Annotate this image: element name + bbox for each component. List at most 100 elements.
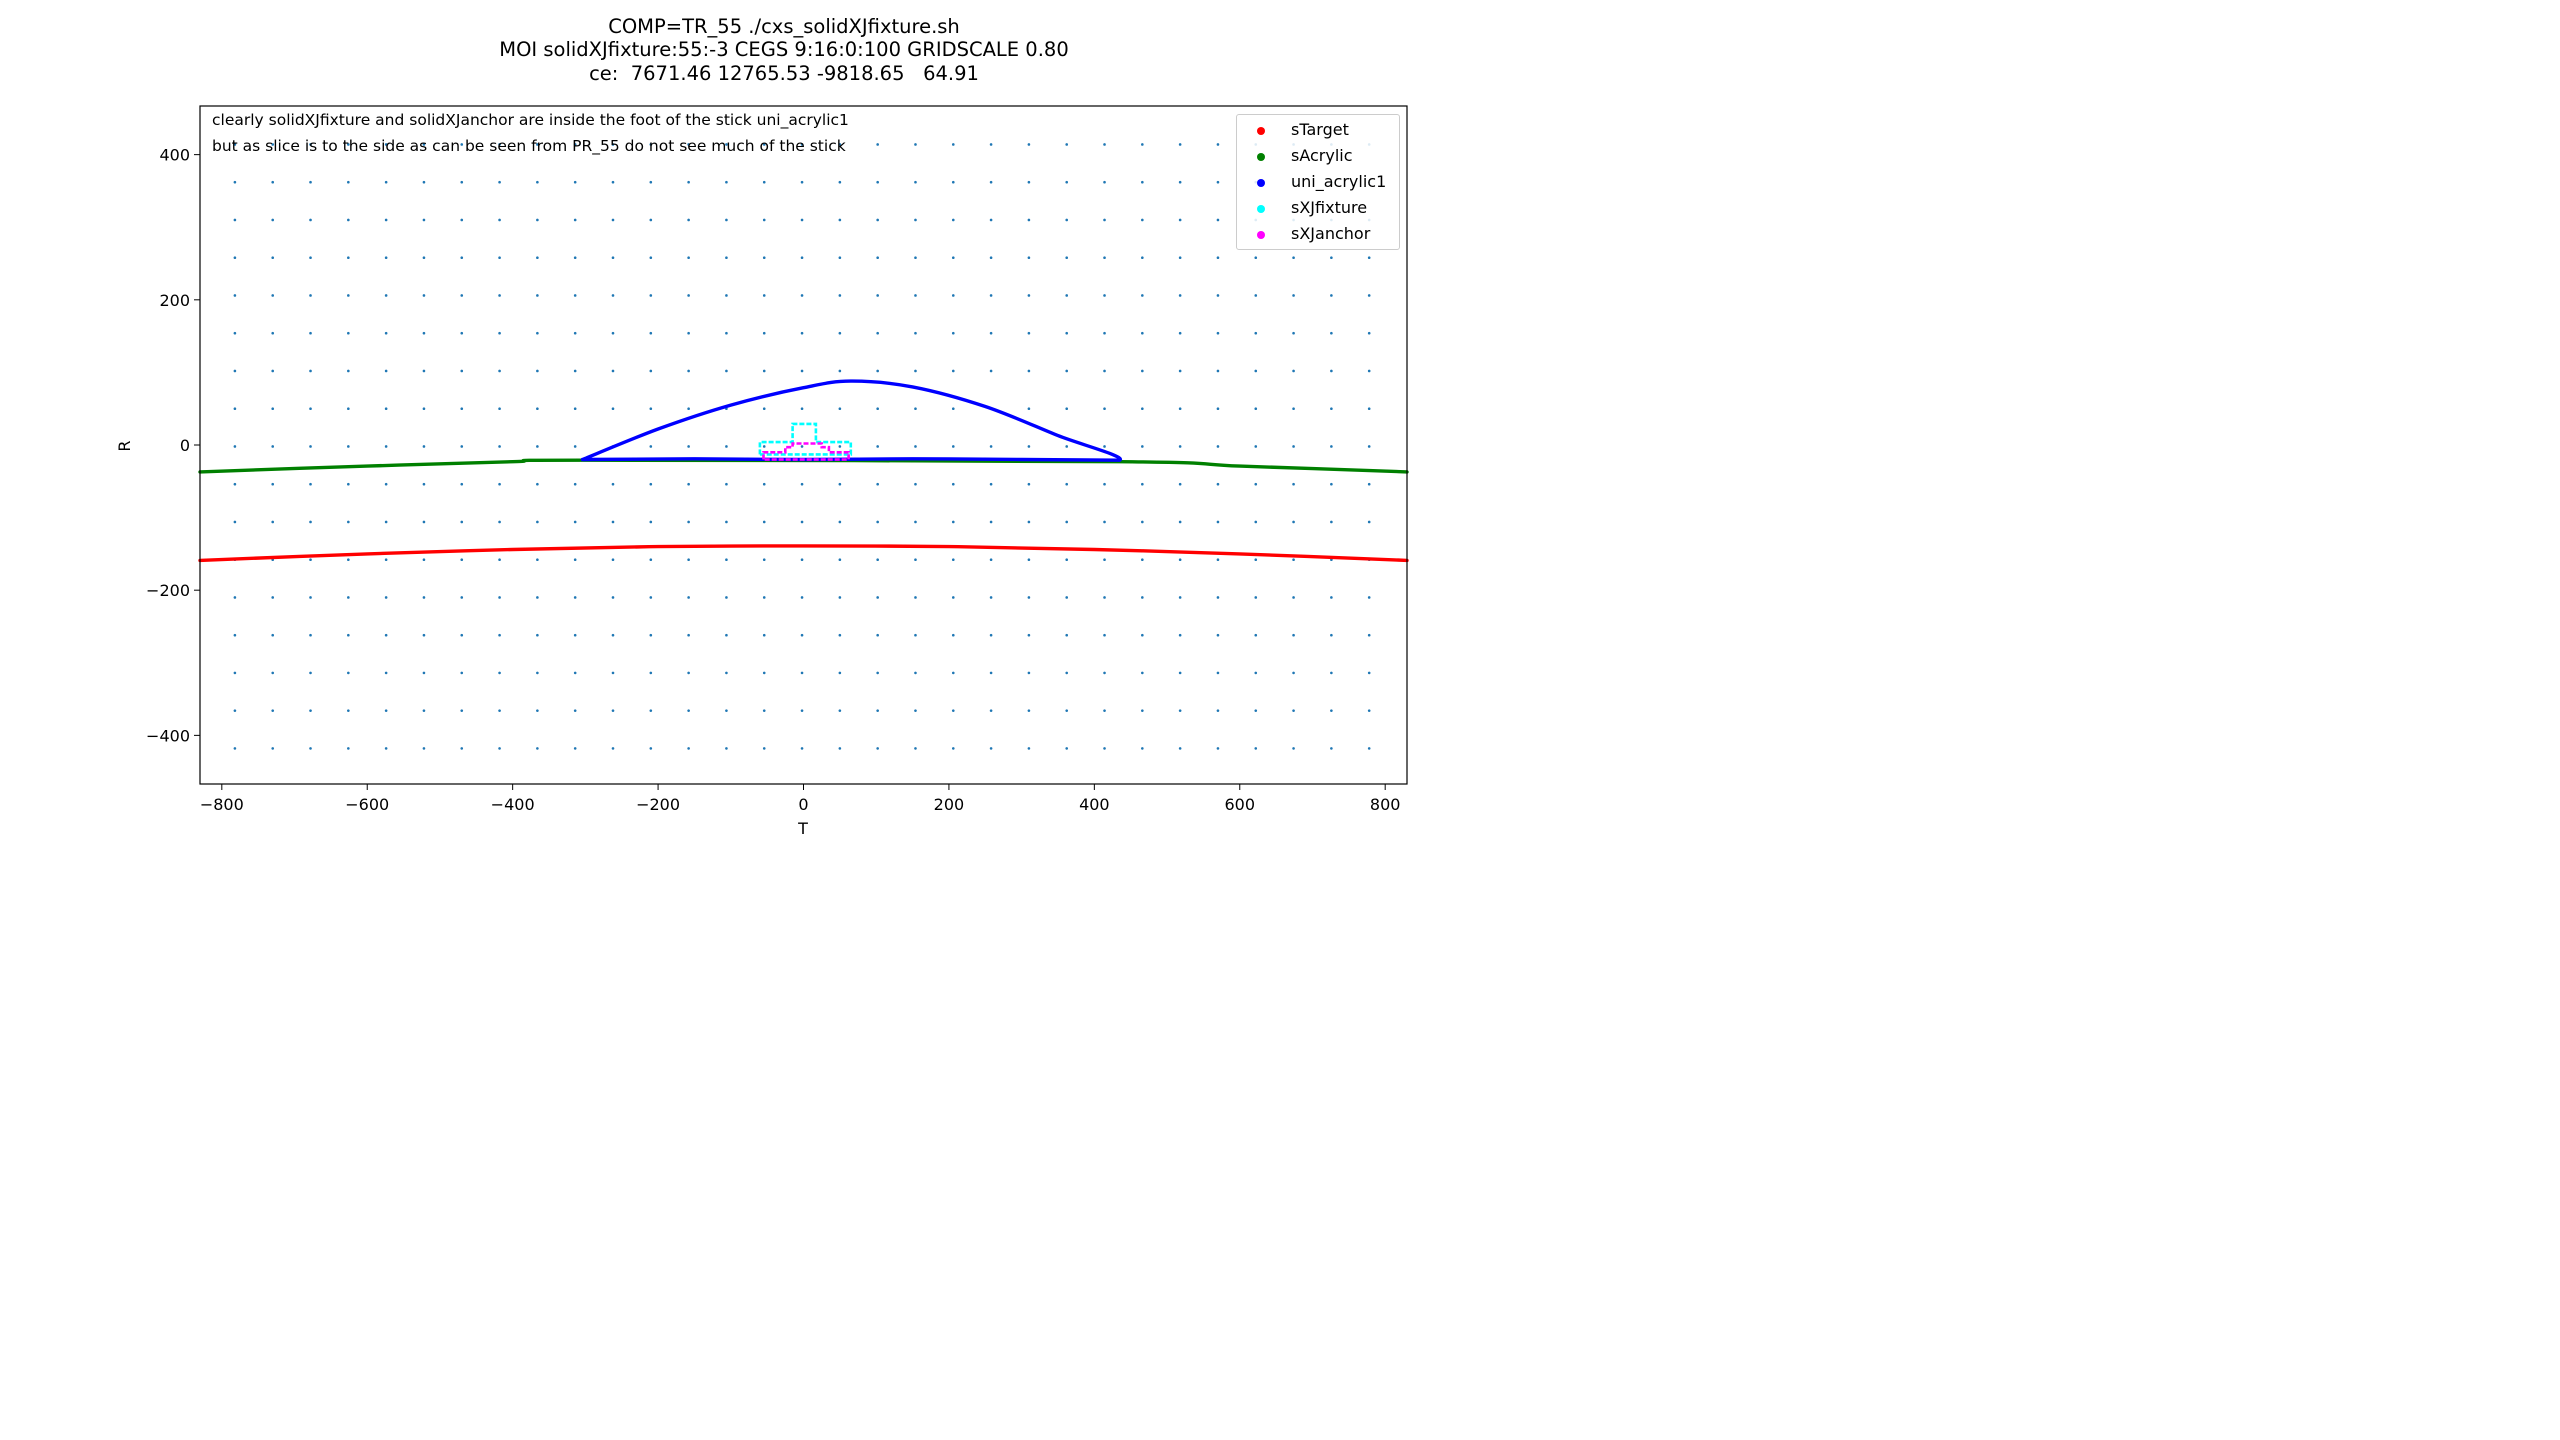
grid-point [989,633,993,637]
legend-label-sacrylic: sAcrylic [1291,146,1353,165]
grid-point [1065,445,1069,448]
grid-point [800,218,804,222]
grid-point [687,671,690,675]
grid-point [573,369,577,373]
grid-point [1254,558,1258,561]
grid-point [1027,331,1031,335]
grid-point [271,709,275,712]
grid-point [725,633,728,637]
grid-point [611,331,615,335]
grid-point [914,445,917,448]
grid-point [876,671,879,675]
grid-point [309,596,312,599]
grid-point [989,596,993,599]
grid-point [1216,482,1220,486]
grid-point [725,709,728,712]
grid-point [460,482,464,486]
grid-point [422,709,426,712]
y-tick-label: −200 [146,581,190,600]
grid-point [951,218,955,222]
grid-point [687,633,690,637]
grid-point [838,747,842,750]
x-tick-label: 200 [934,795,965,814]
grid-point [687,143,690,146]
grid-point [573,482,577,486]
grid-point [611,143,615,146]
grid-point [838,671,842,675]
grid-point [687,369,690,373]
grid-point [233,180,237,184]
y-axis-label: R [115,440,134,451]
grid-point [1065,482,1069,486]
grid-point [951,520,955,524]
x-tick-label: −600 [345,795,389,814]
legend-marker-sxjanchor [1257,231,1265,239]
grid-point [914,218,917,222]
grid-point [384,445,388,448]
grid-point [725,331,728,335]
grid-point [1027,596,1031,599]
grid-point [233,671,237,675]
grid-point [384,180,388,184]
grid-point [498,256,501,260]
grid-point [536,143,539,146]
grid-point [422,218,426,222]
grid-point [800,482,804,486]
grid-point [800,709,804,712]
grid-point [649,633,653,637]
grid-points [233,143,1371,750]
grid-point [1141,218,1144,222]
grid-point [1103,331,1106,335]
grid-point [271,596,275,599]
grid-point [838,596,842,599]
grid-point [951,180,955,184]
grid-point [1141,256,1144,260]
grid-point [649,482,653,486]
x-tick-label: −800 [200,795,244,814]
grid-point [725,143,728,146]
grid-point [1330,407,1333,411]
grid-point [1027,218,1031,222]
grid-point [1254,671,1258,675]
y-tick-label: 0 [180,436,190,455]
grid-point [460,143,464,146]
grid-point [1330,671,1333,675]
grid-point [876,445,879,448]
grid-point [1027,407,1031,411]
grid-point [838,520,842,524]
x-tick-label: 400 [1079,795,1110,814]
grid-point [1103,633,1106,637]
grid-point [1065,294,1069,297]
grid-point [460,633,464,637]
grid-point [649,331,653,335]
grid-point [1216,294,1220,297]
grid-point [1216,558,1220,561]
grid-point [1065,143,1069,146]
grid-point [838,558,842,561]
y-tick-label: 400 [159,146,190,165]
grid-point [422,331,426,335]
grid-point [233,747,237,750]
grid-point [460,709,464,712]
grid-point [951,143,955,146]
grid-point [1178,256,1182,260]
grid-point [725,294,728,297]
grid-point [347,633,350,637]
grid-point [800,331,804,335]
grid-point [271,407,275,411]
grid-point [309,369,312,373]
grid-point [611,747,615,750]
grid-point [687,445,690,448]
grid-point [233,218,237,222]
grid-point [460,445,464,448]
grid-point [384,596,388,599]
grid-point [309,558,312,561]
grid-point [536,671,539,675]
grid-point [989,331,993,335]
grid-point [498,520,501,524]
grid-point [573,445,577,448]
grid-point [649,558,653,561]
grid-point [1027,180,1031,184]
grid-point [1103,445,1106,448]
grid-point [1065,218,1069,222]
